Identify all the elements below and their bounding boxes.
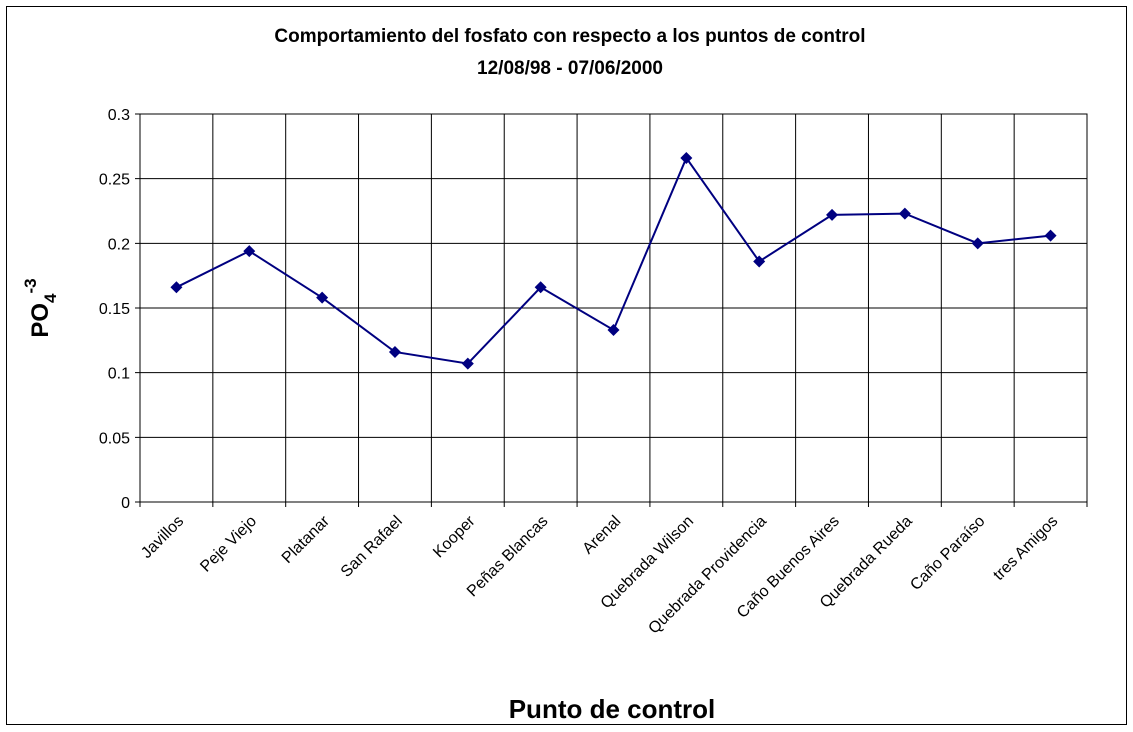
y-tick-label: 0.2 — [108, 236, 130, 253]
y-axis-label: PO4-3 — [21, 278, 60, 337]
marker — [1044, 229, 1057, 242]
marker — [461, 357, 474, 370]
marker — [607, 323, 620, 336]
marker — [534, 281, 547, 294]
y-tick-label: 0 — [121, 495, 130, 512]
chart-title: Comportamiento del fosfato con respecto … — [274, 26, 865, 47]
y-label-base: PO — [27, 303, 54, 338]
marker — [680, 151, 693, 164]
y-tick-label: 0.3 — [108, 107, 130, 124]
x-axis-label: Punto de control — [509, 694, 716, 724]
y-tick-label: 0.05 — [99, 430, 130, 447]
marker — [826, 208, 839, 221]
marker — [388, 345, 401, 358]
marker — [971, 237, 984, 250]
y-tick-label: 0.25 — [99, 172, 130, 189]
marker — [753, 255, 766, 268]
marker — [170, 281, 183, 294]
marker — [898, 207, 911, 220]
y-label-sub: 4 — [41, 293, 60, 303]
marker — [316, 291, 329, 304]
marker — [243, 245, 256, 258]
y-tick-label: 0.1 — [108, 366, 130, 383]
chart-subtitle: 12/08/98 - 07/06/2000 — [477, 58, 663, 79]
y-label-sup: -3 — [21, 278, 40, 293]
y-tick-label: 0.15 — [99, 301, 130, 318]
